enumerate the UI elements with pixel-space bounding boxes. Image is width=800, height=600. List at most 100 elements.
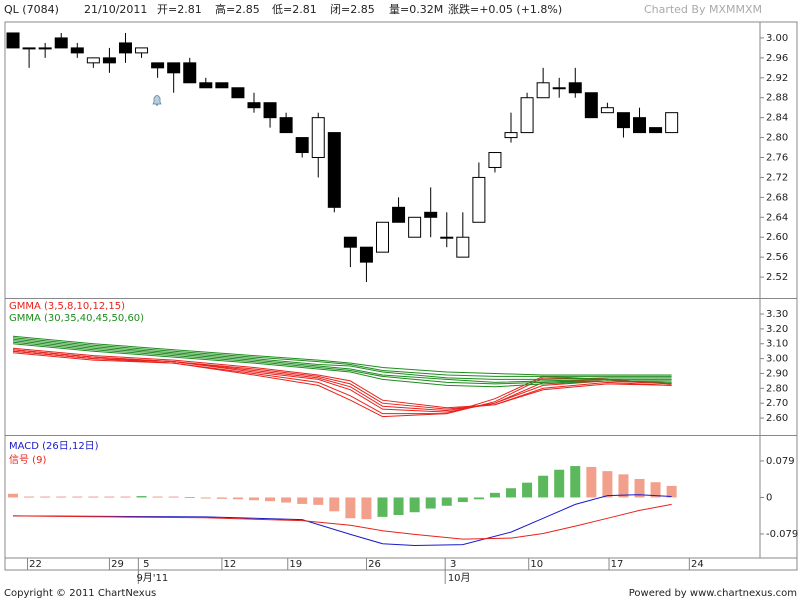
candle-body	[247, 102, 261, 109]
candle-body	[359, 246, 373, 263]
histogram-bar	[473, 497, 484, 500]
candle-body	[118, 42, 132, 54]
candle-body	[135, 47, 149, 54]
candle-body	[54, 37, 68, 49]
candle-body	[263, 102, 277, 119]
candle-body	[215, 82, 229, 89]
histogram-bar	[216, 497, 227, 499]
histogram-bar	[586, 466, 597, 498]
candle-body	[504, 132, 518, 139]
candle-body	[311, 117, 325, 159]
histogram-bar	[522, 482, 533, 498]
histogram-bar	[136, 496, 147, 498]
candle-body	[376, 221, 389, 253]
histogram-bar	[409, 497, 420, 513]
open: 开=2.81	[157, 3, 202, 16]
gmma-line	[12, 338, 672, 380]
candle-body	[488, 152, 502, 168]
histogram-bar	[650, 482, 661, 498]
y-tick-label: 3.00	[766, 33, 788, 44]
histogram-bar	[232, 497, 243, 500]
copyright: Copyright © 2011 ChartNexus	[4, 588, 156, 599]
gmma-line	[12, 337, 672, 377]
candle-body	[70, 47, 84, 54]
month-label: 10月	[448, 572, 471, 584]
histogram-bar	[393, 497, 404, 516]
x-tick-label: 10	[530, 559, 543, 570]
histogram-bar	[618, 474, 629, 498]
histogram-bar	[441, 497, 452, 506]
candle-body	[536, 82, 550, 99]
candle-body	[568, 82, 582, 94]
y-tick-label: 2.68	[766, 192, 788, 203]
y-tick-label: 2.70	[766, 398, 788, 409]
candle-body	[616, 112, 630, 129]
x-tick-label: 17	[611, 559, 624, 570]
histogram-bar	[554, 469, 565, 498]
close: 闭=2.85	[330, 3, 375, 16]
x-tick-label: 29	[111, 559, 124, 570]
x-tick-label: 19	[289, 559, 302, 570]
histogram-bar	[666, 485, 677, 498]
histogram-bar	[602, 471, 613, 498]
date: 21/10/2011	[84, 3, 147, 16]
high: 高=2.85	[215, 2, 260, 16]
x-tick-label: 3	[450, 559, 456, 570]
histogram-bar	[425, 497, 436, 509]
histogram-bar	[634, 478, 645, 498]
candle-body	[102, 57, 116, 64]
change: 涨跌=+0.05 (+1.8%)	[448, 2, 562, 16]
histogram-bar	[361, 497, 372, 520]
histogram-bar	[120, 496, 131, 498]
x-tick-label: 22	[29, 559, 42, 570]
symbol: QL (7084)	[4, 3, 59, 16]
candle-body	[600, 107, 614, 114]
candle-body	[584, 92, 598, 119]
macd-line	[12, 503, 672, 540]
candle-body	[456, 236, 470, 258]
credit: Charted By MXMMXM	[644, 3, 762, 16]
candle-body	[552, 87, 566, 90]
candle-body	[343, 236, 357, 248]
x-tick-label: 26	[368, 559, 381, 570]
candle-body	[167, 62, 181, 74]
histogram-bar	[72, 496, 83, 498]
gmma-line	[12, 341, 672, 385]
gmma-line	[12, 343, 672, 388]
legend-entry: GMMA (30,35,40,45,50,60)	[9, 313, 144, 324]
y-tick-label: 2.84	[766, 113, 788, 124]
y-tick-label: 3.10	[766, 339, 788, 350]
candle-body	[665, 112, 679, 134]
x-tick-label: 24	[691, 559, 704, 570]
candle-body	[199, 82, 213, 89]
y-tick-label: 0.079	[766, 456, 795, 467]
histogram-bar	[313, 497, 324, 505]
candle-body	[472, 176, 486, 223]
alert-icon	[152, 95, 162, 106]
histogram-bar	[104, 496, 115, 498]
candle-body	[183, 62, 197, 84]
y-tick-label: 2.90	[766, 368, 788, 379]
gmma-line	[12, 347, 672, 409]
candle-body	[408, 216, 422, 238]
candle-body	[86, 57, 100, 64]
histogram-bar	[538, 475, 549, 498]
histogram-bar	[297, 497, 308, 504]
y-tick-label: 2.80	[766, 383, 788, 394]
candle-body	[520, 97, 534, 134]
histogram-bar	[184, 497, 195, 498]
histogram-bar	[24, 496, 35, 498]
y-tick-label: 2.56	[766, 252, 788, 263]
histogram-bar	[56, 496, 67, 498]
histogram-bar	[570, 466, 581, 498]
gmma-line	[12, 335, 672, 376]
y-tick-label: 2.96	[766, 53, 788, 64]
histogram-bar	[281, 497, 292, 503]
y-tick-label: 2.72	[766, 172, 788, 183]
candle-body	[151, 62, 165, 69]
x-tick-label: 12	[224, 559, 237, 570]
candle-body	[440, 236, 454, 239]
gmma-line	[12, 349, 672, 410]
y-tick-label: 3.00	[766, 354, 788, 365]
y-tick-label: 3.20	[766, 324, 788, 335]
